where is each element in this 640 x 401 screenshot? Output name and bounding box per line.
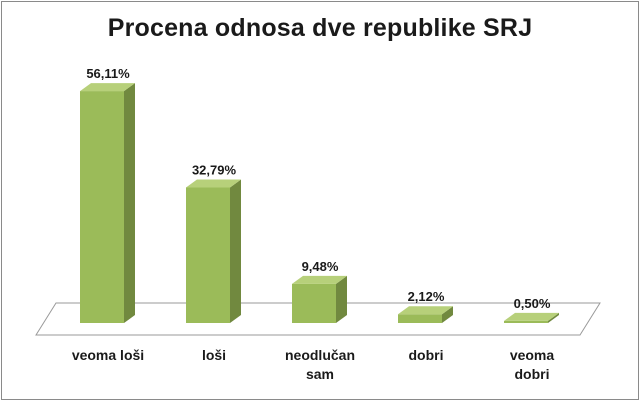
- bar-side: [336, 275, 347, 323]
- data-label: 2,12%: [408, 289, 445, 304]
- category-label: neodlučan: [285, 347, 355, 363]
- data-label: 0,50%: [514, 296, 551, 311]
- data-label: 9,48%: [302, 259, 339, 274]
- category-label: sam: [306, 366, 334, 382]
- bar-top: [504, 312, 559, 321]
- category-label: dobri: [515, 366, 550, 382]
- category-label: dobri: [409, 347, 444, 363]
- bar: [292, 283, 336, 323]
- chart-title: Procena odnosa dve republike SRJ: [107, 14, 533, 42]
- bar-top: [292, 275, 347, 284]
- bar-side: [442, 306, 453, 323]
- data-label: 56,11%: [86, 66, 130, 81]
- data-label: 32,79%: [192, 162, 237, 177]
- bar-side: [230, 179, 241, 323]
- category-label: veoma: [510, 347, 555, 363]
- category-label: veoma loši: [72, 347, 144, 363]
- bar: [186, 187, 230, 323]
- bar-top: [398, 306, 453, 315]
- category-label: loši: [202, 347, 226, 363]
- bar-top: [80, 83, 135, 92]
- bar: [80, 91, 124, 323]
- bar-side: [548, 312, 559, 323]
- bar: [504, 320, 548, 323]
- bar: [398, 314, 442, 323]
- bar-side: [124, 83, 135, 323]
- bar-top: [186, 179, 241, 188]
